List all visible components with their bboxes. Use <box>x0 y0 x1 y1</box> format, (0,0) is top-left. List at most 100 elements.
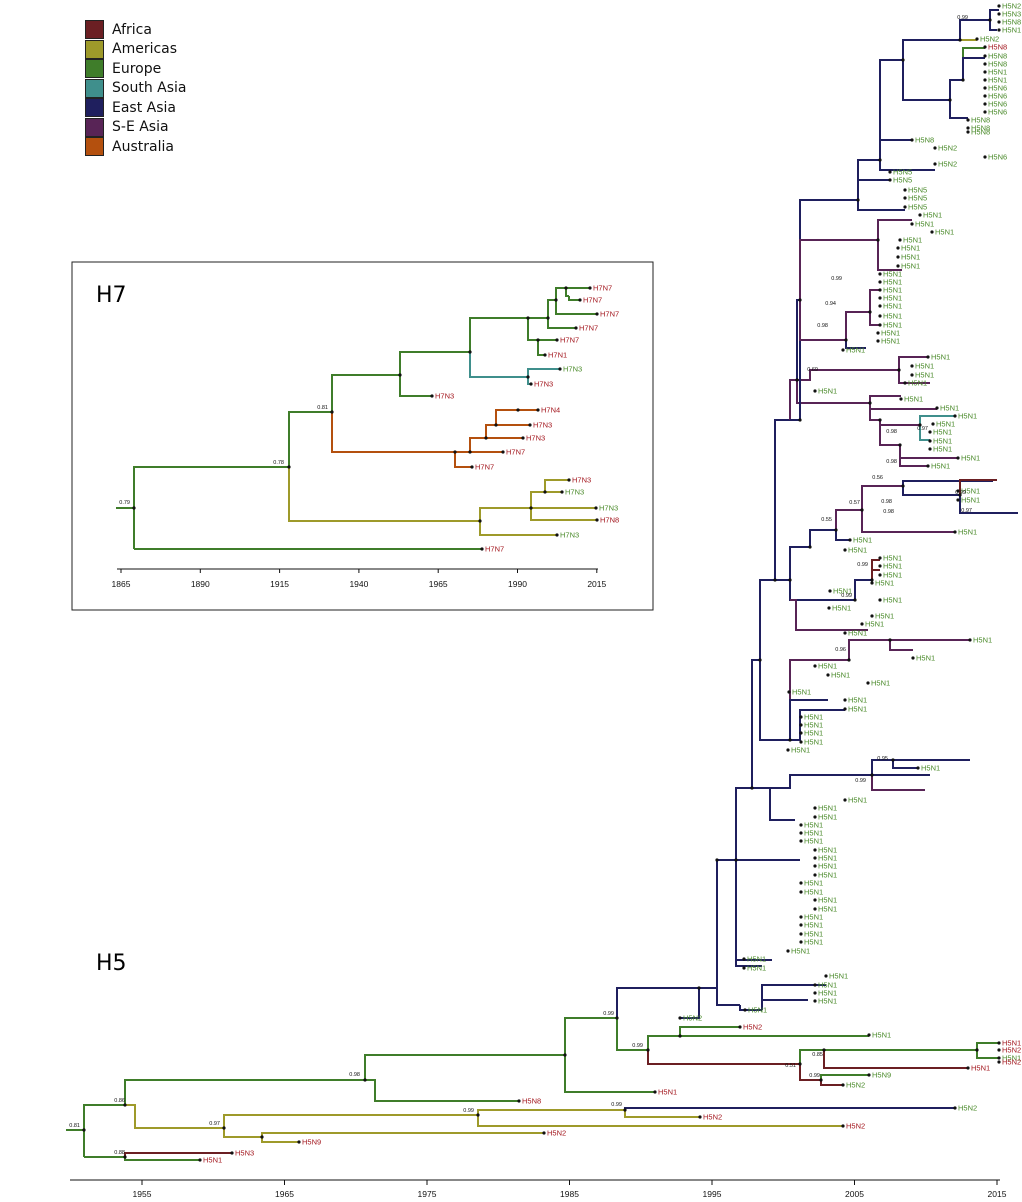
node-dot <box>546 316 550 320</box>
tip-label: H7N1 <box>548 351 567 360</box>
node-dot <box>564 286 568 290</box>
legend-item-americas: Americas <box>85 39 186 60</box>
support-value: 0.98 <box>817 323 828 329</box>
tree-branch <box>823 1050 968 1069</box>
tip-label: H5N2 <box>846 1122 865 1131</box>
node-dot <box>918 213 922 217</box>
tip-label: H5N1 <box>792 688 811 697</box>
node-dot <box>517 1099 521 1103</box>
node-dot <box>878 598 882 602</box>
tip-label: H5N1 <box>818 854 837 863</box>
h5-axis-tick-label: 1955 <box>133 1189 152 1199</box>
support-value: 0.86 <box>114 1098 125 1104</box>
tip-label: H5N1 <box>804 888 823 897</box>
tip-label: H5N1 <box>804 738 823 747</box>
node-dot <box>876 339 880 343</box>
h7-axis-tick-label: 1965 <box>429 579 448 589</box>
tree-branch <box>624 1107 955 1110</box>
node-dot <box>856 198 860 202</box>
tip-label: H5N1 <box>935 228 954 237</box>
node-dot <box>813 999 817 1003</box>
tree-branch <box>530 491 545 508</box>
tree-branch <box>770 774 872 789</box>
tip-label: H7N3 <box>572 476 591 485</box>
legend-item-europe: Europe <box>85 59 186 79</box>
legend-swatch <box>85 98 104 118</box>
tree-branch <box>959 19 990 40</box>
tree-branch <box>989 20 997 31</box>
node-dot <box>813 389 817 393</box>
tree-branch <box>716 860 740 1006</box>
node-dot <box>983 102 987 106</box>
h5-axis-tick-label: 2005 <box>845 1189 864 1199</box>
node-dot <box>222 1126 226 1130</box>
support-value: 0.94 <box>825 301 836 307</box>
node-dot <box>926 355 930 359</box>
node-dot <box>198 1158 202 1162</box>
tip-label: H5N1 <box>791 947 810 956</box>
node-dot <box>813 907 817 911</box>
tree-branch <box>752 787 795 821</box>
node-dot <box>870 773 874 777</box>
tree-layer: H7N7H7N7H7N7H7N7H7N7H7N1H7N3H7N3H7N3H7N4… <box>66 2 1021 1199</box>
node-dot <box>799 940 803 944</box>
node-dot <box>230 1151 234 1155</box>
node-dot <box>799 823 803 827</box>
node-dot <box>594 506 598 510</box>
tree-branch <box>624 1110 700 1118</box>
h7-title: H7 <box>96 283 127 308</box>
tip-label: H5N9 <box>872 1071 891 1080</box>
legend-item-south-asia: South Asia <box>85 78 186 99</box>
tree-branch <box>555 287 566 300</box>
node-dot <box>554 298 558 302</box>
node-dot <box>853 598 857 602</box>
tree-branch <box>861 485 903 510</box>
node-dot <box>822 1048 826 1052</box>
node-dot <box>468 350 472 354</box>
node-dot <box>798 418 802 422</box>
node-dot <box>847 658 851 662</box>
tree-branch <box>902 480 993 486</box>
node-dot <box>916 766 920 770</box>
tip-label: H5N8 <box>988 43 1007 52</box>
tip-label: H5N1 <box>883 321 902 330</box>
tip-label: H7N7 <box>485 545 504 554</box>
tip-label: H5N1 <box>804 729 823 738</box>
tree-branch <box>898 370 930 384</box>
tip-label: H5N1 <box>804 837 823 846</box>
tree-branch <box>857 179 890 200</box>
support-value: 0.99 <box>955 490 966 496</box>
support-value: 0.79 <box>119 500 130 506</box>
tip-label: H5N2 <box>938 160 957 169</box>
tree-branch <box>530 508 597 521</box>
tip-label: H5N1 <box>883 312 902 321</box>
tip-label: H5N1 <box>833 587 852 596</box>
tip-label: H5N1 <box>931 353 950 362</box>
tree-branch <box>365 1079 519 1102</box>
tree-branch <box>735 959 772 966</box>
node-dot <box>878 418 882 422</box>
tip-label: H5N1 <box>883 278 902 287</box>
node-dot <box>928 439 932 443</box>
tree-branch <box>869 409 880 421</box>
tree-branch <box>454 452 472 468</box>
tree-branch <box>959 479 997 495</box>
tree-branch <box>564 1055 655 1093</box>
node-dot <box>468 450 472 454</box>
node-dot <box>799 740 803 744</box>
h7-axis-tick-label: 1865 <box>112 579 131 589</box>
tip-label: H5N1 <box>848 705 867 714</box>
tree-branch <box>962 57 985 80</box>
tip-label: H5N3 <box>235 1149 254 1158</box>
legend-swatch <box>85 20 104 40</box>
h7-axis-tick-label: 1990 <box>508 579 527 589</box>
node-dot <box>799 723 803 727</box>
support-value: 0.99 <box>831 276 842 282</box>
node-dot <box>536 408 540 412</box>
tip-label: H7N7 <box>560 336 579 345</box>
tip-label: H5N1 <box>804 821 823 830</box>
tree-branch <box>869 312 880 326</box>
tip-label: H5N1 <box>818 997 837 1006</box>
tip-label: H5N1 <box>832 604 851 613</box>
